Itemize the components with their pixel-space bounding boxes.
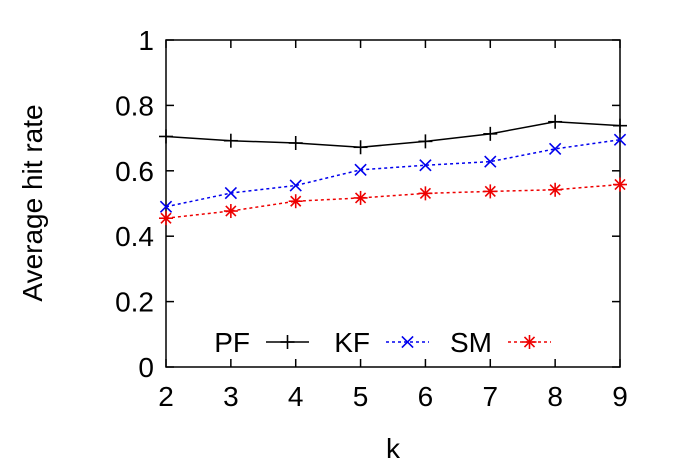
x-axis-title: k [386, 433, 401, 464]
data-point [548, 142, 562, 156]
marker-stroke [354, 192, 367, 204]
series-layer [159, 114, 627, 226]
x-axis-ticks: 2 3 4 5 6 7 8 9 [158, 40, 628, 412]
series-line [165, 120, 621, 149]
y-tick-label: 0.2 [115, 287, 154, 318]
marker-stroke [160, 212, 172, 224]
x-tick-label: 3 [223, 381, 239, 412]
data-point [484, 155, 497, 168]
x-tick-label: 7 [482, 381, 498, 412]
marker-stroke [549, 184, 561, 196]
y-axis-title: Average hit rate [17, 104, 48, 301]
legend-label: SM [450, 327, 492, 358]
data-point [159, 211, 173, 226]
marker-stroke [548, 142, 562, 156]
marker-stroke [419, 187, 432, 199]
data-point [613, 133, 627, 146]
data-point [418, 134, 433, 149]
series-line [165, 183, 621, 219]
y-tick-label: 0 [138, 352, 154, 383]
series-line [165, 138, 621, 208]
data-point [419, 159, 432, 172]
legend-item-2: SM [450, 327, 551, 358]
data-point [353, 140, 368, 155]
plot-frame [165, 39, 621, 368]
data-point [548, 114, 563, 129]
marker-stroke [290, 195, 302, 207]
data-point [289, 179, 302, 192]
legend-item-1: KF [334, 327, 429, 358]
series-0 [159, 114, 627, 155]
y-tick-label: 1 [138, 25, 154, 56]
data-point [418, 186, 433, 201]
x-tick-label: 9 [612, 381, 628, 412]
data-point [288, 136, 303, 151]
marker-stroke [159, 200, 173, 213]
marker-stroke [224, 186, 238, 200]
legend-label: PF [214, 327, 250, 358]
x-tick-label: 6 [418, 381, 434, 412]
data-point [159, 200, 173, 213]
x-tick-label: 5 [353, 381, 369, 412]
marker-stroke [613, 133, 627, 146]
x-tick-label: 8 [547, 381, 563, 412]
marker-stroke [401, 335, 414, 349]
series-2 [159, 177, 627, 226]
marker-stroke [289, 179, 302, 192]
data-point [224, 186, 238, 200]
y-tick-label: 0.4 [115, 221, 154, 252]
data-point [353, 190, 368, 205]
data-point [354, 163, 367, 176]
y-tick-label: 0.6 [115, 156, 154, 187]
marker-stroke [484, 155, 497, 168]
marker-stroke [225, 205, 237, 217]
y-tick-label: 0.8 [115, 90, 154, 121]
data-point [548, 182, 563, 197]
data-point [483, 126, 498, 141]
data-point [223, 204, 238, 219]
marker-stroke [484, 185, 496, 198]
x-tick-label: 4 [288, 381, 304, 412]
marker-stroke [614, 178, 626, 191]
marker-stroke [523, 336, 536, 348]
marker-stroke [354, 163, 367, 176]
data-point [613, 118, 627, 133]
data-point [613, 177, 627, 192]
data-point [159, 129, 173, 144]
data-point [483, 184, 498, 199]
data-point [288, 194, 303, 209]
data-point [223, 133, 238, 148]
legend: PF KF SM [214, 327, 551, 358]
x-tick-label: 2 [158, 381, 174, 412]
series-1 [159, 133, 627, 213]
marker-stroke [419, 159, 432, 172]
legend-label: KF [334, 327, 370, 358]
legend-item-0: PF [214, 327, 309, 358]
y-axis-ticks: 0 0.2 0.4 0.6 0.8 1 [115, 25, 620, 383]
